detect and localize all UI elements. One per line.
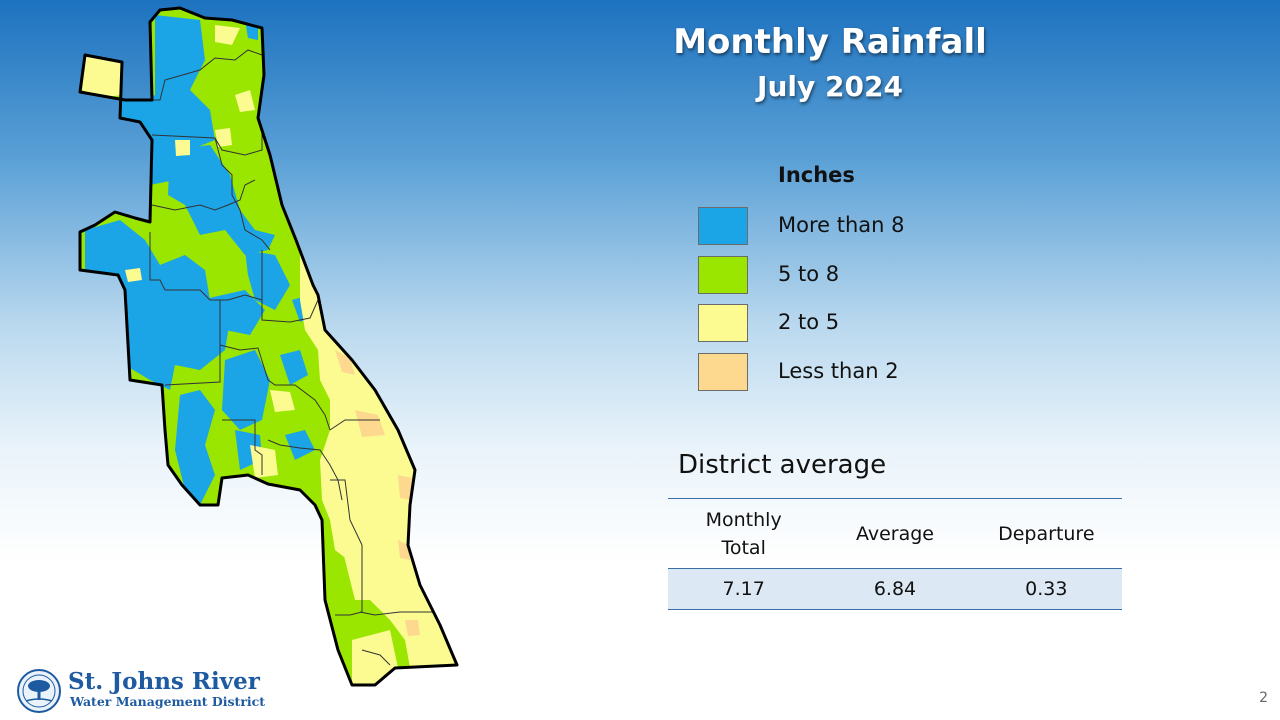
zone-more-than-8 (85, 15, 382, 585)
legend-label: 2 to 5 (778, 310, 840, 334)
column-header-departure: Departure (998, 522, 1095, 545)
table-row: 7.17 6.84 0.33 (668, 569, 1122, 609)
logo-line2: Water Management District (70, 694, 266, 709)
column-header-monthly-total: Monthly Total (705, 508, 782, 559)
legend-swatch (698, 207, 748, 245)
legend-label: 5 to 8 (778, 262, 840, 286)
legend-label: Less than 2 (778, 359, 899, 383)
cell-average: 6.84 (873, 578, 917, 600)
legend-label: More than 8 (778, 213, 905, 237)
rainfall-map (78, 6, 459, 687)
page-number: 2 (1259, 690, 1268, 706)
district-outline (78, 6, 459, 687)
district-average-table: Monthly Total Average Departure 7.17 6.8… (668, 498, 1122, 610)
tree-seal-icon (17, 669, 61, 713)
page-subtitle: July 2024 (757, 70, 903, 103)
rainfall-zones (80, 8, 457, 685)
legend-swatch (698, 304, 748, 342)
cell-monthly-total: 7.17 (722, 578, 765, 600)
legend-swatch (698, 256, 748, 294)
page-title: Monthly Rainfall (673, 22, 987, 62)
district-logo: St. Johns River Water Management Distric… (16, 668, 266, 714)
legend-swatch (698, 353, 748, 391)
legend-title: Inches (778, 163, 855, 187)
logo-line1: St. Johns River (68, 668, 260, 695)
table-header-row: Monthly Total Average Departure (668, 499, 1122, 569)
cell-departure: 0.33 (1025, 578, 1068, 600)
district-average-title: District average (678, 450, 887, 480)
county-boundaries (149, 49, 432, 666)
column-header-average: Average (855, 522, 934, 545)
